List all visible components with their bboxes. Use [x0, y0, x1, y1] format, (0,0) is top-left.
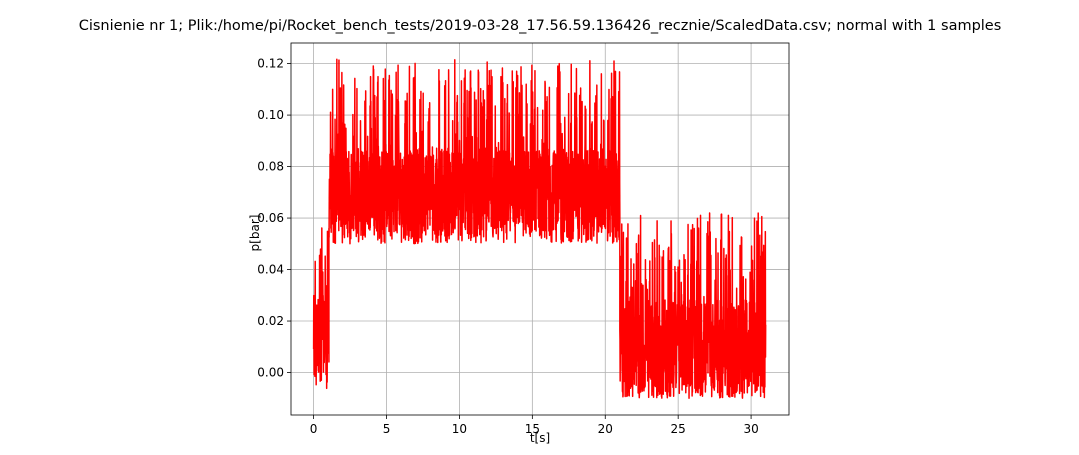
x-axis: 0 5 10 15 20 25 30	[310, 415, 759, 436]
x-axis-label: t[s]	[530, 431, 550, 445]
y-tick-label: 0.12	[257, 57, 284, 71]
x-tick-label: 15	[525, 422, 540, 436]
x-tick-label: 30	[743, 422, 758, 436]
axes-frame	[290, 42, 790, 416]
x-tick-label: 20	[598, 422, 613, 436]
y-tick-label: 0.00	[257, 366, 284, 380]
x-tick-label: 5	[383, 422, 391, 436]
x-tick-label: 25	[671, 422, 686, 436]
y-axis-label: p[bar]	[248, 215, 262, 252]
x-tick-label: 10	[452, 422, 467, 436]
y-axis: 0.00 0.02 0.04 0.06 0.08 0.10 0.12	[257, 57, 291, 380]
x-tick-label: 0	[310, 422, 318, 436]
y-tick-label: 0.02	[257, 314, 284, 328]
y-tick-label: 0.04	[257, 263, 284, 277]
y-tick-label: 0.08	[257, 160, 284, 174]
y-tick-label: 0.10	[257, 108, 284, 122]
y-tick-label: 0.06	[257, 211, 284, 225]
series-line	[312, 58, 767, 399]
plot-area	[312, 58, 767, 399]
chart-title: Cisnienie nr 1; Plik:/home/pi/Rocket_ben…	[79, 18, 1002, 34]
